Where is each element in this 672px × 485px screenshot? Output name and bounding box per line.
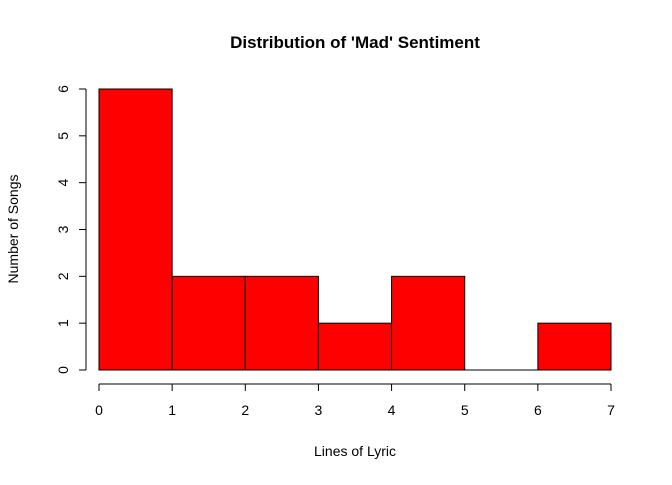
y-tick-label: 4 [55, 179, 71, 187]
x-tick-label: 1 [168, 402, 176, 418]
x-tick-label: 6 [534, 402, 542, 418]
x-tick-label: 4 [388, 402, 396, 418]
y-axis-label: Number of Songs [5, 175, 21, 284]
x-tick-label: 3 [315, 402, 323, 418]
x-tick-label: 7 [607, 402, 615, 418]
y-tick-label: 2 [55, 272, 71, 280]
chart-title: Distribution of 'Mad' Sentiment [230, 33, 480, 52]
x-axis-label: Lines of Lyric [314, 443, 396, 459]
histogram-bar-1 [171, 275, 246, 371]
bars-group [98, 88, 612, 371]
histogram-bar-4 [391, 275, 466, 371]
y-tick-label: 5 [55, 132, 71, 140]
x-tick-label: 5 [461, 402, 469, 418]
y-tick-label: 3 [55, 225, 71, 233]
y-tick-label: 0 [55, 366, 71, 374]
y-tick-label: 6 [55, 85, 71, 93]
histogram-bar-6 [537, 322, 612, 371]
y-tick-label: 1 [55, 319, 71, 327]
histogram-bar-2 [244, 275, 319, 371]
histogram-bar-0 [98, 88, 173, 371]
y-axis: 0 1 2 3 4 5 6 [55, 85, 87, 374]
x-axis: 0 1 2 3 4 5 6 7 [95, 383, 615, 418]
histogram-bar-3 [317, 322, 393, 371]
x-tick-label: 2 [241, 402, 249, 418]
x-tick-label: 0 [95, 402, 103, 418]
